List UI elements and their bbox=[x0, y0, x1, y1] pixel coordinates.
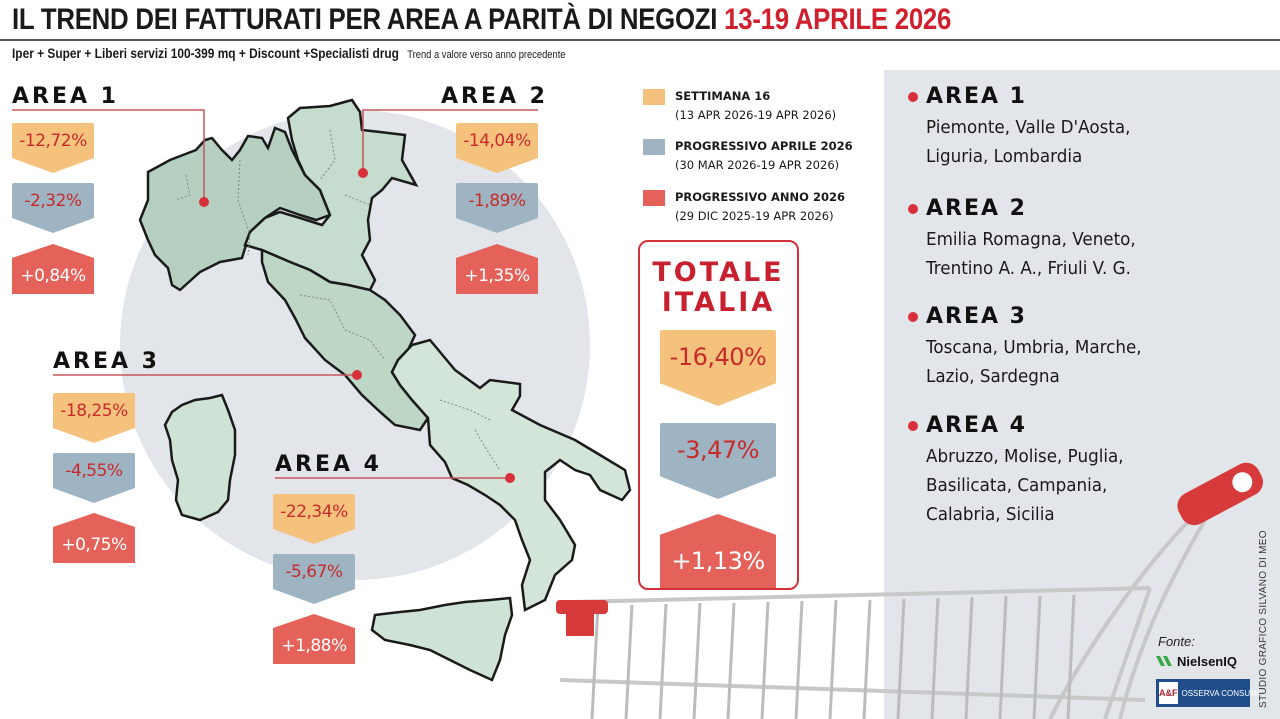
totale-title-line1: TOTALE bbox=[652, 257, 785, 288]
nielseniq-logo: NielsenIQ bbox=[1156, 653, 1237, 669]
region-line: Toscana, Umbria, Marche, bbox=[926, 337, 1142, 358]
leader-lines bbox=[12, 109, 538, 479]
legend-label: SETTIMANA 16 bbox=[675, 89, 771, 103]
subtitle: Iper + Super + Liberi servizi 100-399 mq… bbox=[12, 45, 565, 61]
region-line: Lazio, Sardegna bbox=[926, 366, 1060, 387]
osserva-consumi-logo: A&F OSSERVA CONSUMI bbox=[1156, 679, 1259, 707]
legend-swatch-settimana bbox=[643, 89, 665, 105]
legend-range: (29 DIC 2025-19 APR 2026) bbox=[675, 209, 834, 223]
area-2-marker bbox=[358, 168, 368, 178]
bullet-dot-icon bbox=[908, 311, 918, 322]
area-definition-label: AREA 4 bbox=[926, 413, 1027, 438]
area-4-label: AREA 4 bbox=[275, 452, 382, 477]
area-3-label: AREA 3 bbox=[53, 349, 160, 374]
area-1-definition: AREA 1 Piemonte, Valle D'Aosta, Liguria, … bbox=[908, 84, 1146, 171]
totale-italia-title: TOTALE ITALIA bbox=[640, 258, 797, 318]
region-line: Liguria, Lombardia bbox=[926, 146, 1083, 167]
legend-item-settimana: SETTIMANA 16 (13 APR 2026-19 APR 2026) bbox=[643, 87, 836, 125]
area-1-marker bbox=[199, 197, 209, 207]
region-line: Piemonte, Valle D'Aosta, bbox=[926, 117, 1131, 138]
legend-range: (30 MAR 2026-19 APR 2026) bbox=[675, 158, 840, 172]
region-line: Basilicata, Campania, bbox=[926, 475, 1108, 496]
area-definition-label: AREA 3 bbox=[926, 304, 1027, 329]
legend-label: PROGRESSIVO APRILE 2026 bbox=[675, 139, 853, 153]
legend-item-progressivo-aprile: PROGRESSIVO APRILE 2026 (30 MAR 2026-19 A… bbox=[643, 137, 853, 175]
area-3-marker bbox=[352, 370, 362, 380]
totale-italia-box: TOTALE ITALIA bbox=[638, 240, 799, 590]
cart-front-cap bbox=[556, 600, 608, 614]
graphic-credit: STUDIO GRAFICO SILVANO DI MEO bbox=[1258, 530, 1269, 708]
legend-swatch-progressivo-anno bbox=[643, 190, 665, 206]
map-sicilia bbox=[370, 596, 514, 682]
area-definitions-panel bbox=[884, 70, 1280, 719]
area-1-label: AREA 1 bbox=[12, 84, 119, 109]
legend-swatch-progressivo-aprile bbox=[643, 139, 665, 155]
totale-title-line2: ITALIA bbox=[661, 287, 776, 318]
nielseniq-text: NielsenIQ bbox=[1177, 653, 1237, 669]
title-dates: 13-19 APRILE 2026 bbox=[724, 3, 952, 36]
region-line: Abruzzo, Molise, Puglia, bbox=[926, 446, 1124, 467]
map-sardegna bbox=[163, 393, 237, 522]
area-definition-label: AREA 1 bbox=[926, 84, 1027, 109]
bullet-dot-icon bbox=[908, 203, 918, 214]
area-3-definition: AREA 3 Toscana, Umbria, Marche, Lazio, Sa… bbox=[908, 304, 1158, 391]
region-line: Trentino A. A., Friuli V. G. bbox=[926, 258, 1131, 279]
area-2-label: AREA 2 bbox=[441, 84, 548, 109]
source-label: Fonte: bbox=[1158, 634, 1195, 649]
subtitle-note: Trend a valore verso anno precedente bbox=[407, 49, 566, 61]
region-borders bbox=[174, 129, 501, 471]
legend-label: PROGRESSIVO ANNO 2026 bbox=[675, 190, 845, 204]
area-marker-dots bbox=[199, 168, 515, 483]
page-title: IL TREND DEI FATTURATI PER AREA A PARITÀ… bbox=[12, 2, 951, 38]
title-divider bbox=[0, 39, 1280, 41]
osserva-consumi-text: OSSERVA CONSUMI bbox=[1181, 688, 1260, 698]
legend-range: (13 APR 2026-19 APR 2026) bbox=[675, 108, 837, 122]
bullet-dot-icon bbox=[908, 420, 918, 431]
area-definition-label: AREA 2 bbox=[926, 196, 1027, 221]
region-line: Calabria, Sicilia bbox=[926, 504, 1055, 525]
area-4-marker bbox=[505, 473, 515, 483]
legend-item-progressivo-anno: PROGRESSIVO ANNO 2026 (29 DIC 2025-19 APR… bbox=[643, 188, 845, 226]
title-main: IL TREND DEI FATTURATI PER AREA A PARITÀ… bbox=[12, 3, 718, 36]
bullet-dot-icon bbox=[908, 91, 918, 102]
osserva-consumi-mark-icon: A&F bbox=[1159, 682, 1178, 704]
area-4-definition: AREA 4 Abruzzo, Molise, Puglia, Basilicat… bbox=[908, 413, 1138, 529]
subtitle-channels: Iper + Super + Liberi servizi 100-399 mq… bbox=[12, 45, 399, 61]
cart-handle bbox=[1177, 462, 1264, 526]
area-2-definition: AREA 2 Emilia Romagna, Veneto, Trentino A… bbox=[908, 196, 1152, 283]
region-line: Emilia Romagna, Veneto, bbox=[926, 229, 1136, 250]
nielseniq-mark-icon bbox=[1156, 656, 1172, 666]
